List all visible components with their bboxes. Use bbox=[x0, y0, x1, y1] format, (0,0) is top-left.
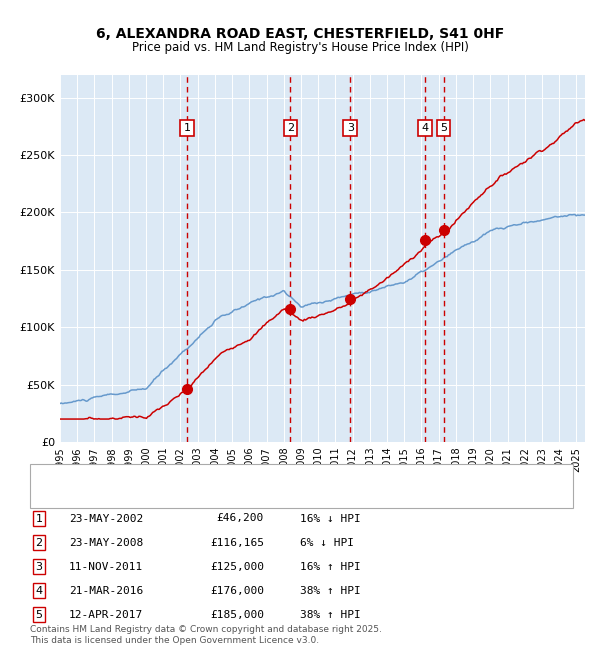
Text: 3: 3 bbox=[347, 123, 354, 133]
Text: 5: 5 bbox=[35, 610, 43, 619]
Text: 4: 4 bbox=[35, 586, 43, 595]
Text: HPI: Average price, semi-detached house, Chesterfield: HPI: Average price, semi-detached house,… bbox=[76, 495, 343, 504]
Text: Price paid vs. HM Land Registry's House Price Index (HPI): Price paid vs. HM Land Registry's House … bbox=[131, 41, 469, 54]
Text: 23-MAY-2008: 23-MAY-2008 bbox=[69, 538, 143, 547]
Text: £116,165: £116,165 bbox=[210, 538, 264, 547]
Text: 16% ↑ HPI: 16% ↑ HPI bbox=[300, 562, 361, 571]
Text: 38% ↑ HPI: 38% ↑ HPI bbox=[300, 610, 361, 619]
Text: Contains HM Land Registry data © Crown copyright and database right 2025.
This d: Contains HM Land Registry data © Crown c… bbox=[30, 625, 382, 645]
Text: 6% ↓ HPI: 6% ↓ HPI bbox=[300, 538, 354, 547]
Text: 23-MAY-2002: 23-MAY-2002 bbox=[69, 514, 143, 523]
Text: 1: 1 bbox=[184, 123, 191, 133]
Text: 1: 1 bbox=[35, 514, 43, 523]
Text: 5: 5 bbox=[440, 123, 447, 133]
Text: 2: 2 bbox=[35, 538, 43, 547]
Text: 6, ALEXANDRA ROAD EAST, CHESTERFIELD, S41 0HF: 6, ALEXANDRA ROAD EAST, CHESTERFIELD, S4… bbox=[96, 27, 504, 42]
Text: 2: 2 bbox=[287, 123, 294, 133]
Text: £176,000: £176,000 bbox=[210, 586, 264, 595]
Text: 12-APR-2017: 12-APR-2017 bbox=[69, 610, 143, 619]
Text: 38% ↑ HPI: 38% ↑ HPI bbox=[300, 586, 361, 595]
Text: 4: 4 bbox=[422, 123, 429, 133]
Text: £46,200: £46,200 bbox=[217, 514, 264, 523]
Text: £185,000: £185,000 bbox=[210, 610, 264, 619]
Text: 16% ↓ HPI: 16% ↓ HPI bbox=[300, 514, 361, 523]
Text: 21-MAR-2016: 21-MAR-2016 bbox=[69, 586, 143, 595]
Text: 3: 3 bbox=[35, 562, 43, 571]
Text: 6, ALEXANDRA ROAD EAST, CHESTERFIELD, S41 0HF (semi-detached house): 6, ALEXANDRA ROAD EAST, CHESTERFIELD, S4… bbox=[76, 471, 450, 482]
Text: 11-NOV-2011: 11-NOV-2011 bbox=[69, 562, 143, 571]
Text: £125,000: £125,000 bbox=[210, 562, 264, 571]
